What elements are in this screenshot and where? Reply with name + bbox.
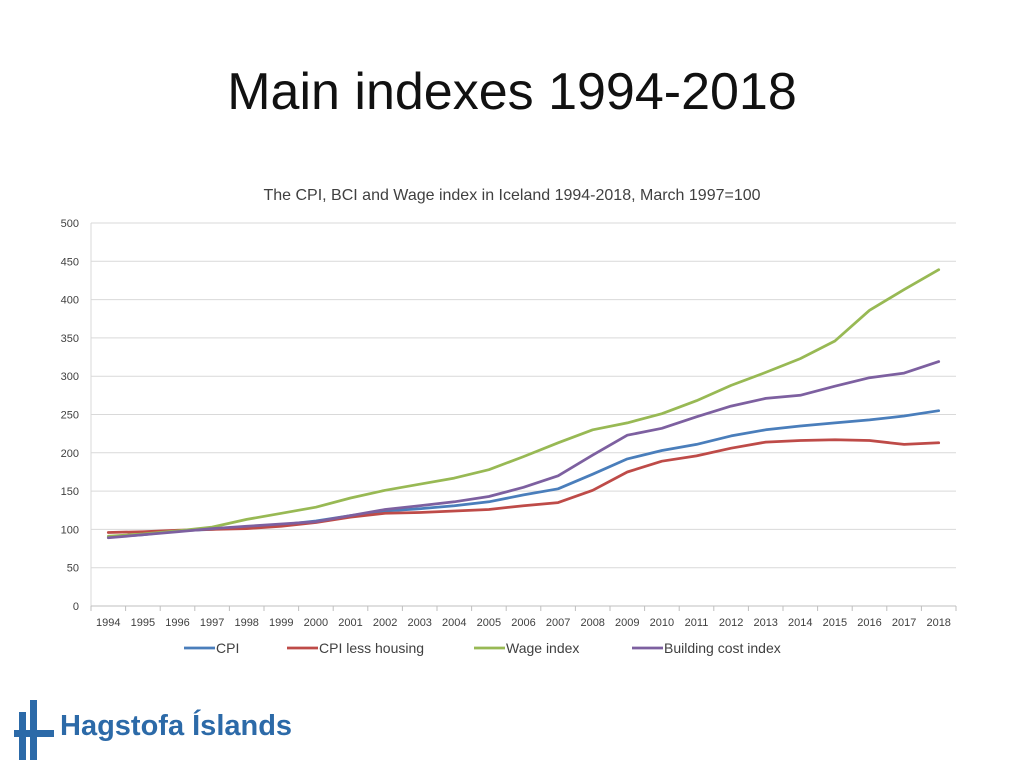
series-line-building-cost-index [106, 360, 941, 540]
x-tick-label: 2005 [477, 617, 501, 629]
y-tick-label: 0 [73, 601, 79, 613]
x-tick-label: 2007 [546, 617, 570, 629]
x-tick-label: 1999 [269, 617, 293, 629]
x-tick-label: 2003 [407, 617, 431, 629]
x-tick-label: 2009 [615, 617, 639, 629]
x-tick-label: 1996 [165, 617, 189, 629]
x-tick-label: 1995 [131, 617, 155, 629]
y-tick-label: 100 [61, 524, 79, 536]
chart: The CPI, BCI and Wage index in Iceland 1… [0, 170, 1024, 670]
line-chart: The CPI, BCI and Wage index in Iceland 1… [61, 187, 957, 656]
y-tick-label: 300 [61, 371, 79, 383]
legend-label: CPI less housing [319, 640, 424, 656]
series-line-cpi-less-housing [106, 438, 941, 534]
hagstofa-logo: Hagstofa Íslands [14, 696, 314, 760]
x-tick-label: 2004 [442, 617, 466, 629]
x-tick-label: 2014 [788, 617, 812, 629]
x-tick-label: 2016 [857, 617, 881, 629]
legend-label: CPI [216, 640, 239, 656]
x-tick-label: 1997 [200, 617, 224, 629]
x-tick-label: 1994 [96, 617, 120, 629]
x-tick-label: 2000 [304, 617, 328, 629]
x-tick-label: 2013 [753, 617, 777, 629]
legend-label: Building cost index [664, 640, 781, 656]
x-tick-label: 2011 [685, 617, 709, 629]
logo-text: Hagstofa Íslands [60, 710, 293, 742]
legend-label: Wage index [506, 640, 579, 656]
x-tick-label: 2018 [926, 617, 950, 629]
series-line-cpi [106, 409, 941, 539]
y-tick-label: 50 [67, 563, 79, 575]
y-tick-label: 500 [61, 218, 79, 230]
series-line-wage-index [106, 268, 941, 538]
y-tick-label: 400 [61, 295, 79, 307]
x-tick-label: 2017 [892, 617, 916, 629]
y-tick-label: 350 [61, 333, 79, 345]
x-tick-label: 2002 [373, 617, 397, 629]
slide-title: Main indexes 1994-2018 [227, 63, 797, 121]
hagstofa-logo-mark [14, 700, 54, 760]
x-tick-label: 2015 [823, 617, 847, 629]
x-tick-label: 2006 [511, 617, 535, 629]
y-tick-label: 150 [61, 486, 79, 498]
y-tick-label: 200 [61, 448, 79, 460]
x-tick-label: 2012 [719, 617, 743, 629]
x-tick-label: 2008 [580, 617, 604, 629]
x-tick-label: 1998 [234, 617, 258, 629]
chart-title: The CPI, BCI and Wage index in Iceland 1… [263, 187, 760, 204]
x-tick-label: 2001 [338, 617, 362, 629]
y-tick-label: 250 [61, 410, 79, 422]
x-tick-label: 2010 [650, 617, 674, 629]
y-tick-label: 450 [61, 256, 79, 268]
